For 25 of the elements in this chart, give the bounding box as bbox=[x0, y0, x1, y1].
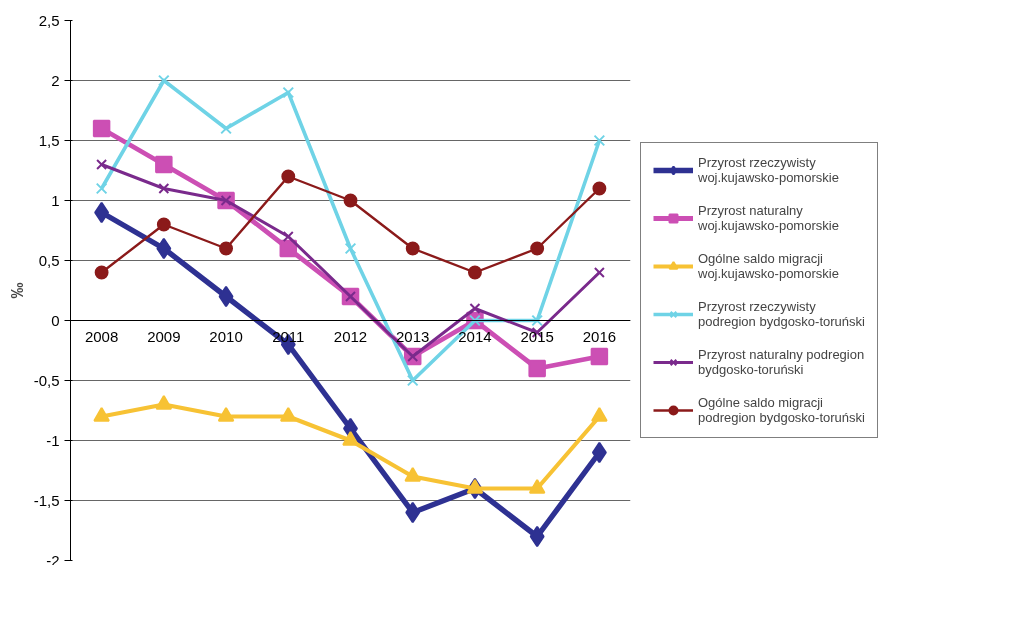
y-tick-label: 2 bbox=[51, 71, 60, 89]
y-tick-label: 0 bbox=[51, 311, 60, 329]
legend-label: Ogólne saldo migracji podregion bydgosko-toruński bbox=[698, 395, 865, 425]
y-tick-label: -0,5 bbox=[33, 371, 60, 389]
x-tick-label: 2015 bbox=[520, 327, 554, 345]
legend-label: Przyrost rzeczywisty woj.kujawsko-pomorskie bbox=[698, 155, 839, 185]
x-tick-label: 2013 bbox=[396, 327, 430, 345]
y-tick-label: -1,5 bbox=[33, 491, 60, 509]
x-tick-label: 2016 bbox=[582, 327, 617, 345]
x-tick-label: 2012 bbox=[333, 327, 368, 345]
y-tick-label: 1 bbox=[51, 191, 60, 209]
legend-label: Przyrost naturalny woj.kujawsko-pomorskie bbox=[698, 203, 839, 233]
legend-label: Przyrost naturalny podregion bydgosko-toruński bbox=[698, 347, 865, 377]
x-tick-label: 2014 bbox=[458, 327, 492, 345]
y-tick-label: -1 bbox=[46, 431, 60, 449]
y-tick-label: 0,5 bbox=[38, 251, 60, 269]
y-tick-label: 1,5 bbox=[38, 131, 60, 149]
x-tick-label: 2009 bbox=[147, 327, 181, 345]
legend-label: Przyrost rzeczywisty podregion bydgosko-toruński bbox=[698, 299, 865, 329]
y-tick-label: -2 bbox=[46, 551, 60, 569]
y-axis-title: ‰ bbox=[8, 282, 26, 299]
x-tick-label: 2008 bbox=[84, 327, 119, 345]
legend-label: Ogólne saldo migracji woj.kujawsko-pomorskie bbox=[698, 251, 839, 281]
x-tick-label: 2010 bbox=[209, 327, 243, 345]
y-tick-label: 2,5 bbox=[38, 11, 60, 29]
